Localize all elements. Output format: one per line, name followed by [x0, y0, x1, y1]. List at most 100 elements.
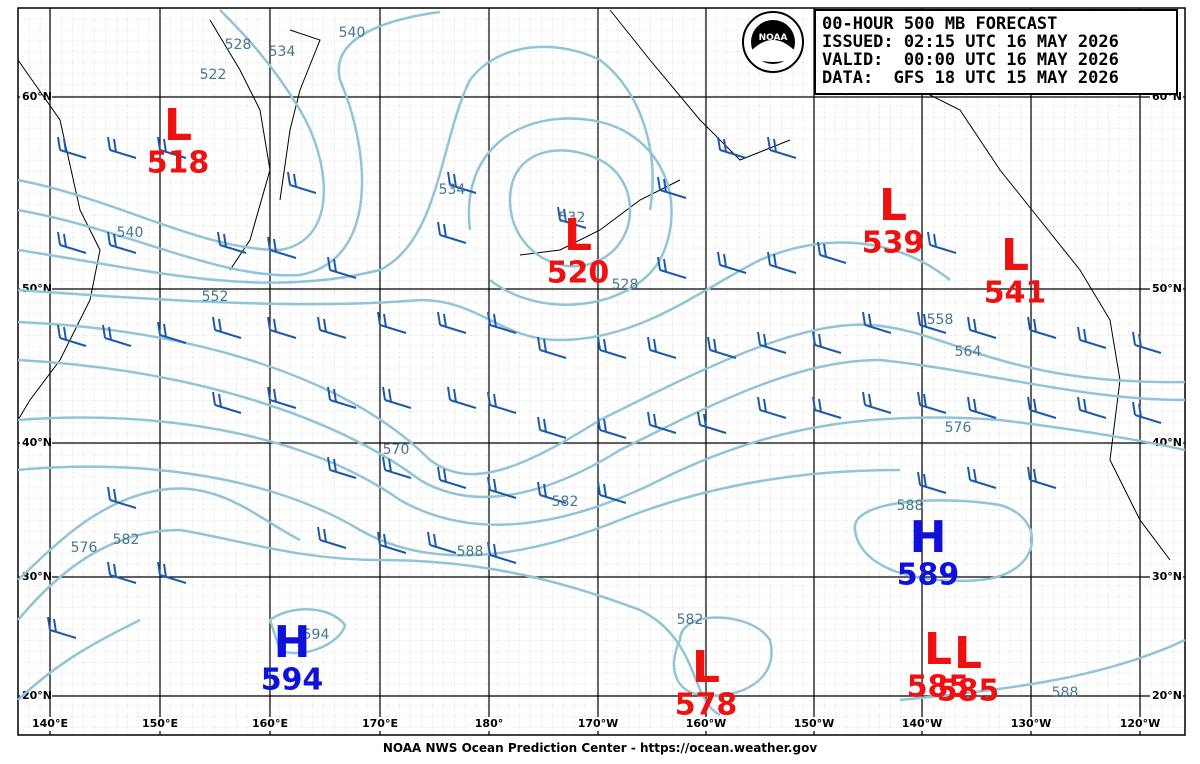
barb-tick	[388, 458, 392, 473]
barb-tick	[437, 311, 441, 326]
barb-tick	[218, 393, 222, 408]
contour-label: 540	[117, 225, 144, 241]
center-symbol: L	[879, 180, 907, 231]
barb-shaft	[769, 264, 797, 274]
longitude-label: 160°E	[252, 717, 288, 730]
barb-shaft	[1029, 479, 1057, 489]
barb-tick	[107, 561, 111, 576]
longitude-label: 150°W	[794, 717, 835, 730]
label-bg	[686, 717, 726, 731]
barb-shaft	[449, 184, 477, 194]
barb-tick	[327, 256, 331, 271]
barb-tick	[383, 533, 387, 548]
contour-label: 522	[200, 67, 227, 83]
contour-label: 576	[71, 540, 98, 556]
barb-tick	[1027, 316, 1031, 331]
barb-tick	[113, 233, 117, 248]
label-bg	[30, 717, 70, 731]
barb-tick	[113, 138, 117, 153]
barb-shaft	[919, 324, 947, 334]
barb-shaft	[59, 244, 87, 254]
barb-tick	[703, 413, 707, 428]
barb-shaft	[919, 484, 947, 494]
barb-tick	[657, 176, 661, 191]
barb-tick	[773, 138, 777, 153]
longitude-label: 160°W	[686, 717, 727, 730]
label-bg	[902, 717, 942, 731]
barb-tick	[647, 411, 651, 426]
label-bg	[20, 570, 52, 584]
barb-tick	[57, 324, 61, 339]
barb-tick	[267, 386, 271, 401]
barb-tick	[107, 486, 111, 501]
barb-shaft	[59, 149, 87, 159]
barb-shaft	[649, 349, 677, 359]
barb-tick	[453, 173, 457, 188]
barb-tick	[1027, 466, 1031, 481]
barb-tick	[603, 418, 607, 433]
contour-label: 576	[945, 420, 972, 436]
contour-label: 570	[383, 442, 410, 458]
barb-tick	[1138, 403, 1142, 418]
wind-barbs	[47, 136, 1162, 639]
barb-tick	[697, 411, 701, 426]
barb-tick	[923, 313, 927, 328]
barb-tick	[543, 418, 547, 433]
barb-tick	[967, 466, 971, 481]
center-symbol: L	[924, 624, 952, 675]
barb-tick	[273, 388, 277, 403]
barb-tick	[273, 318, 277, 333]
barb-shaft	[429, 544, 457, 554]
barb-tick	[323, 528, 327, 543]
barb-shaft	[599, 494, 627, 504]
barb-tick	[157, 321, 161, 336]
barb-tick	[862, 311, 866, 326]
latitude-label: 30°N	[22, 570, 52, 583]
barb-tick	[1033, 318, 1037, 333]
center-value: 585	[937, 674, 1000, 709]
barb-shaft	[59, 337, 87, 347]
barb-tick	[973, 318, 977, 333]
barb-shaft	[539, 429, 567, 439]
barb-tick	[437, 221, 441, 236]
contour-label: 582	[552, 494, 579, 510]
longitude-label: 150°E	[142, 717, 178, 730]
barb-shaft	[214, 404, 242, 414]
barb-tick	[293, 173, 297, 188]
barb-tick	[707, 336, 711, 351]
barb-tick	[653, 338, 657, 353]
barb-tick	[47, 616, 51, 631]
barb-tick	[487, 391, 491, 406]
barb-tick	[212, 316, 216, 331]
barb-tick	[163, 323, 167, 338]
center-value: 520	[547, 256, 610, 291]
contour-label: 528	[612, 277, 639, 293]
barb-shaft	[864, 324, 892, 334]
barb-tick	[377, 531, 381, 546]
barb-shaft	[759, 409, 787, 419]
barb-tick	[823, 243, 827, 258]
barb-tick	[212, 391, 216, 406]
contour-label: 588	[1052, 685, 1079, 701]
center-symbol: H	[910, 512, 947, 563]
map-frame	[17, 7, 1186, 736]
barb-tick	[327, 386, 331, 401]
barb-tick	[537, 336, 541, 351]
barb-tick	[663, 178, 667, 193]
barb-shaft	[759, 344, 787, 354]
barb-tick	[443, 223, 447, 238]
header-line: 00-HOUR 500 MB FORECAST	[822, 14, 1057, 34]
center-symbol: L	[1001, 230, 1029, 281]
barb-shaft	[319, 539, 347, 549]
barb-tick	[917, 311, 921, 326]
label-bg	[360, 717, 400, 731]
contour-label: 558	[927, 312, 954, 328]
barb-tick	[493, 313, 497, 328]
barb-tick	[107, 136, 111, 151]
label-bg	[140, 717, 180, 731]
label-bg	[20, 436, 52, 450]
barb-tick	[713, 338, 717, 353]
label-bg	[1150, 570, 1183, 584]
